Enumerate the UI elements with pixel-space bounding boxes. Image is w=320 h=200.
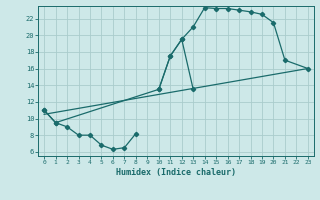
- X-axis label: Humidex (Indice chaleur): Humidex (Indice chaleur): [116, 168, 236, 177]
